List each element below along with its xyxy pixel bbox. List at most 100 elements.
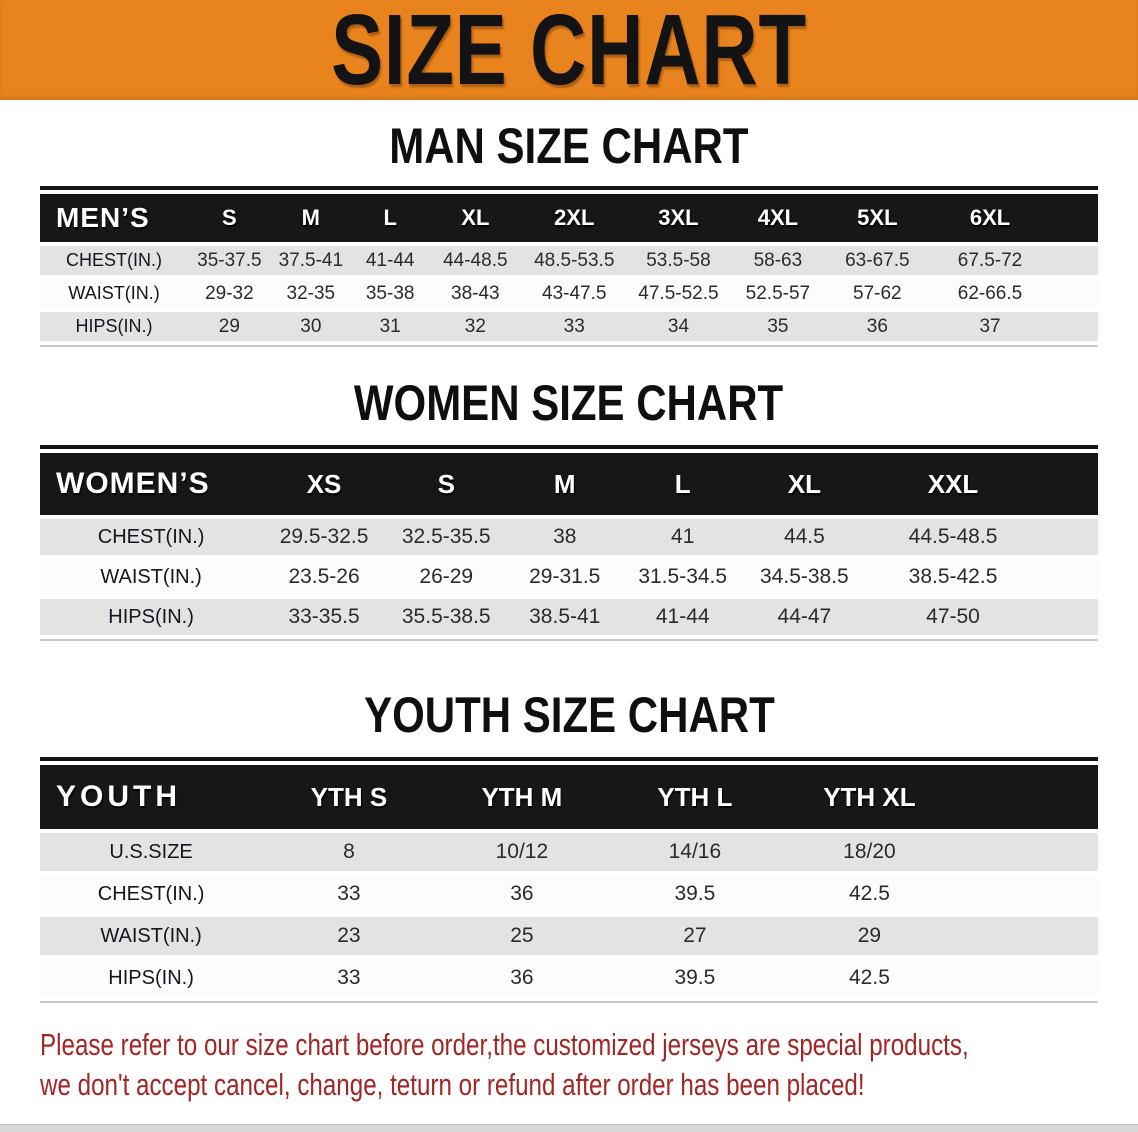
row-label-cell: CHEST(IN.) (40, 517, 263, 559)
size-value-cell: 26-29 (385, 557, 507, 599)
bottom-edge-strip (0, 1124, 1138, 1132)
size-column-header: 6XL (928, 194, 1052, 246)
measurement-row: CHEST(IN.) 29.5-32.5 32.5-35.5 38 41 44.5 44.5… (40, 517, 1098, 559)
size-column-header: L (351, 194, 430, 246)
size-value-cell: 18/20 (781, 831, 958, 875)
women-section-heading: WOMEN SIZE CHART (0, 375, 1138, 431)
size-value-cell: 47-50 (866, 597, 1040, 639)
size-column-header: M (270, 194, 352, 246)
size-value-cell: 34 (627, 310, 730, 345)
youth-size-table: YOUTH YTH S YTH M YTH L YTH XL U.S.SIZE 8 10/12… (40, 757, 1098, 1003)
size-header-row: YOUTH YTH S YTH M YTH L YTH XL (40, 765, 1098, 833)
men-heading-text: MAN SIZE CHART (389, 118, 749, 174)
measurement-row: WAIST(IN.) 29-32 32-35 35-38 38-43 43-47.5 47.… (40, 277, 1098, 312)
size-column-header: XL (742, 453, 867, 519)
size-value-cell: 32 (429, 310, 522, 345)
spacer-cell (1051, 194, 1098, 246)
row-label-cell: WAIST(IN.) (40, 277, 189, 312)
size-value-cell: 31 (351, 310, 430, 345)
size-value-cell: 47.5-52.5 (627, 277, 730, 312)
size-value-cell: 30 (270, 310, 352, 345)
size-column-header: S (188, 194, 271, 246)
size-value-cell: 33 (262, 957, 436, 1001)
women-heading-text: WOMEN SIZE CHART (354, 375, 784, 431)
table-top-rule (40, 757, 1098, 761)
youth-table: YOUTH YTH S YTH M YTH L YTH XL U.S.SIZE 8 10/12… (40, 765, 1098, 1001)
size-value-cell: 62-66.5 (928, 277, 1052, 312)
row-label-cell: CHEST(IN.) (40, 873, 263, 917)
size-value-cell: 44-47 (742, 597, 867, 639)
size-column-header: 4XL (729, 194, 827, 246)
size-value-cell: 14/16 (608, 831, 782, 875)
table-title-cell: MEN’S (40, 194, 189, 246)
size-value-cell: 32.5-35.5 (385, 517, 507, 559)
table-top-rule (40, 186, 1098, 190)
measurement-row: U.S.SIZE 8 10/12 14/16 18/20 (40, 831, 1098, 875)
size-value-cell: 27 (608, 915, 782, 959)
size-column-header: YTH M (435, 765, 609, 833)
measurement-row: WAIST(IN.) 23.5-26 26-29 29-31.5 31.5-34.5 34… (40, 557, 1098, 599)
size-value-cell: 44-48.5 (429, 244, 522, 279)
size-column-header: XS (262, 453, 386, 519)
row-label-cell: HIPS(IN.) (40, 957, 263, 1001)
size-column-header: YTH L (608, 765, 782, 833)
size-value-cell: 29-31.5 (506, 557, 623, 599)
size-value-cell: 44.5-48.5 (866, 517, 1040, 559)
measurement-row: CHEST(IN.) 35-37.5 37.5-41 41-44 44-48.5 48.5… (40, 244, 1098, 279)
size-column-header: YTH XL (781, 765, 958, 833)
size-column-header: 2XL (521, 194, 628, 246)
size-value-cell: 35-37.5 (188, 244, 271, 279)
size-value-cell: 8 (262, 831, 436, 875)
table-top-rule (40, 445, 1098, 449)
youth-heading-text: YOUTH SIZE CHART (363, 687, 775, 743)
men-section: MAN SIZE CHART MEN’S S M L XL 2XL 3XL 4XL 5XL 6XL… (0, 118, 1138, 347)
size-value-cell: 37.5-41 (270, 244, 352, 279)
size-value-cell: 35-38 (351, 277, 430, 312)
size-value-cell: 34.5-38.5 (742, 557, 867, 599)
size-value-cell: 10/12 (435, 831, 609, 875)
size-value-cell: 25 (435, 915, 609, 959)
size-value-cell: 39.5 (608, 957, 782, 1001)
size-value-cell: 53.5-58 (627, 244, 730, 279)
disclaimer-note: Please refer to our size chart before or… (40, 1025, 1138, 1105)
size-value-cell: 31.5-34.5 (622, 557, 743, 599)
men-section-heading: MAN SIZE CHART (0, 118, 1138, 174)
size-value-cell: 32-35 (270, 277, 352, 312)
size-value-cell: 36 (435, 873, 609, 917)
row-label-cell: U.S.SIZE (40, 831, 263, 875)
size-value-cell: 35 (729, 310, 827, 345)
size-column-header: YTH S (262, 765, 436, 833)
measurement-row: HIPS(IN.) 33-35.5 35.5-38.5 38.5-41 41-44 44-… (40, 597, 1098, 639)
spacer-cell (1051, 277, 1098, 312)
size-value-cell: 36 (826, 310, 929, 345)
youth-section-heading: YOUTH SIZE CHART (0, 687, 1138, 743)
size-value-cell: 67.5-72 (928, 244, 1052, 279)
size-value-cell: 33 (262, 873, 436, 917)
measurement-row: CHEST(IN.) 33 36 39.5 42.5 (40, 873, 1098, 917)
spacer-cell (1039, 453, 1098, 519)
size-value-cell: 38.5-41 (506, 597, 623, 639)
spacer-cell (957, 765, 1098, 833)
row-label-cell: WAIST(IN.) (40, 557, 263, 599)
size-value-cell: 29 (781, 915, 958, 959)
size-value-cell: 23 (262, 915, 436, 959)
measurement-row: HIPS(IN.) 33 36 39.5 42.5 (40, 957, 1098, 1001)
size-value-cell: 63-67.5 (826, 244, 929, 279)
size-value-cell: 38 (506, 517, 623, 559)
table-title-cell: YOUTH (40, 765, 263, 833)
women-size-table: WOMEN’S XS S M L XL XXL CHEST(IN.) 29.5-32.5 32.5… (40, 445, 1098, 641)
size-value-cell: 29.5-32.5 (262, 517, 386, 559)
size-value-cell: 37 (928, 310, 1052, 345)
size-value-cell: 43-47.5 (521, 277, 628, 312)
spacer-cell (957, 957, 1098, 1001)
spacer-cell (1039, 517, 1098, 559)
size-value-cell: 29 (188, 310, 271, 345)
size-value-cell: 38.5-42.5 (866, 557, 1040, 599)
size-value-cell: 33-35.5 (262, 597, 386, 639)
size-value-cell: 29-32 (188, 277, 271, 312)
disclaimer-line-2: we don't accept cancel, change, teturn o… (40, 1067, 865, 1102)
size-value-cell: 33 (521, 310, 628, 345)
row-label-cell: WAIST(IN.) (40, 915, 263, 959)
size-chart-banner: SIZE CHART (0, 0, 1138, 100)
youth-section: YOUTH SIZE CHART YOUTH YTH S YTH M YTH L YTH… (0, 687, 1138, 1003)
